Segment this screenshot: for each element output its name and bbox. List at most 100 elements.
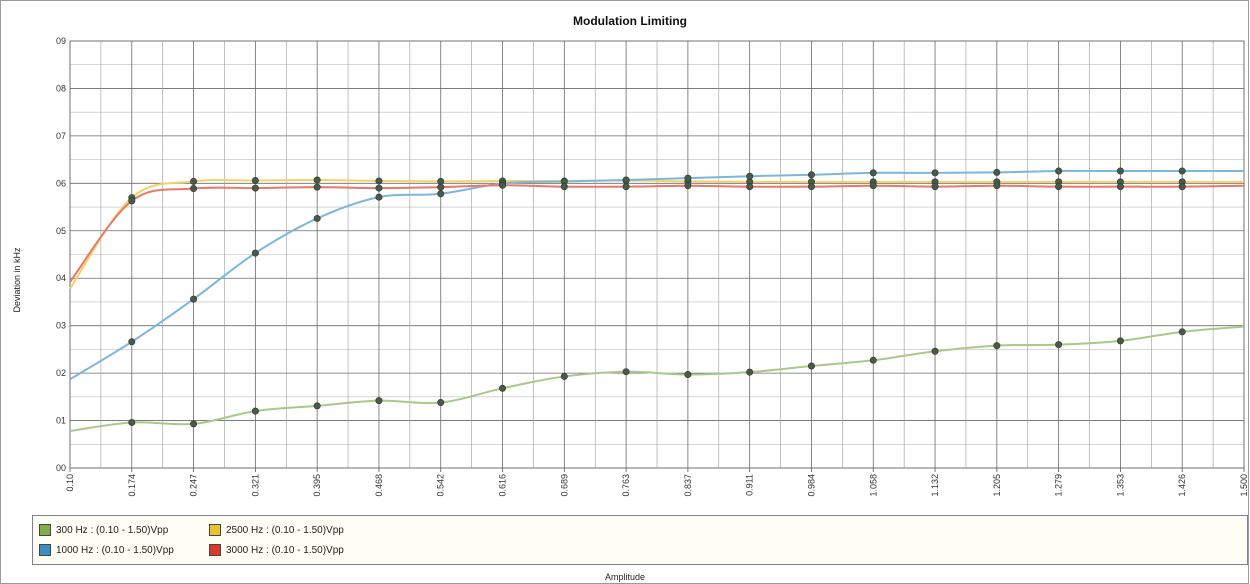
legend-swatch-2500hz bbox=[209, 524, 221, 536]
x-tick-label: 0.837 bbox=[683, 474, 693, 497]
legend-item-3000hz[interactable]: 3000 Hz : (0.10 - 1.50)Vpp bbox=[209, 542, 344, 558]
data-point-3000hz[interactable] bbox=[807, 183, 815, 191]
data-point-2500hz[interactable] bbox=[313, 176, 321, 184]
data-point-300hz[interactable] bbox=[931, 347, 939, 355]
data-point-1000hz[interactable] bbox=[1055, 167, 1063, 175]
data-point-300hz[interactable] bbox=[622, 368, 630, 376]
y-tick-label: 02 bbox=[56, 368, 66, 378]
data-point-3000hz[interactable] bbox=[128, 197, 136, 205]
y-tick-label: 05 bbox=[56, 226, 66, 236]
data-point-2500hz[interactable] bbox=[190, 177, 198, 185]
data-point-3000hz[interactable] bbox=[684, 182, 692, 190]
legend-label-1000hz: 1000 Hz : (0.10 - 1.50)Vpp bbox=[56, 544, 174, 556]
x-tick-label: 0.174 bbox=[127, 474, 137, 497]
data-point-3000hz[interactable] bbox=[313, 183, 321, 191]
data-point-300hz[interactable] bbox=[746, 368, 754, 376]
data-point-3000hz[interactable] bbox=[251, 184, 259, 192]
data-point-300hz[interactable] bbox=[190, 420, 198, 428]
x-tick-label: 1.058 bbox=[868, 474, 878, 497]
x-tick-label: 0.10 bbox=[65, 474, 75, 492]
legend-item-300hz[interactable]: 300 Hz : (0.10 - 1.50)Vpp bbox=[39, 522, 168, 538]
data-point-1000hz[interactable] bbox=[251, 249, 259, 257]
y-tick-label: 07 bbox=[56, 131, 66, 141]
legend-label-3000hz: 3000 Hz : (0.10 - 1.50)Vpp bbox=[226, 544, 344, 556]
data-point-300hz[interactable] bbox=[499, 384, 507, 392]
data-point-3000hz[interactable] bbox=[437, 183, 445, 191]
data-point-2500hz[interactable] bbox=[251, 176, 259, 184]
data-point-1000hz[interactable] bbox=[622, 176, 630, 184]
x-tick-label: 0.689 bbox=[559, 474, 569, 497]
data-point-300hz[interactable] bbox=[1055, 341, 1063, 349]
data-point-3000hz[interactable] bbox=[375, 184, 383, 192]
series-line-3000hz bbox=[69, 184, 1245, 283]
x-tick-label: 0.321 bbox=[250, 474, 260, 497]
data-point-300hz[interactable] bbox=[251, 407, 259, 415]
x-tick-label: 1.426 bbox=[1177, 474, 1187, 497]
data-point-300hz[interactable] bbox=[375, 397, 383, 405]
grid bbox=[69, 40, 1245, 469]
y-tick-label: 03 bbox=[56, 321, 66, 331]
data-point-300hz[interactable] bbox=[560, 372, 568, 380]
chart-title: Modulation Limiting bbox=[573, 14, 687, 28]
data-point-300hz[interactable] bbox=[993, 342, 1001, 350]
series-line-2500hz bbox=[69, 178, 1244, 290]
x-tick-label: 1.132 bbox=[930, 474, 940, 497]
data-point-1000hz[interactable] bbox=[1116, 167, 1124, 175]
data-point-3000hz[interactable] bbox=[746, 183, 754, 191]
data-point-300hz[interactable] bbox=[1178, 328, 1186, 336]
y-tick-label: 09 bbox=[56, 36, 66, 46]
x-tick-label: 0.763 bbox=[621, 474, 631, 497]
data-point-3000hz[interactable] bbox=[1116, 183, 1124, 191]
data-point-300hz[interactable] bbox=[807, 362, 815, 370]
x-tick-label: 0.395 bbox=[312, 474, 322, 497]
y-tick-label: 06 bbox=[56, 178, 66, 188]
y-tick-label: 04 bbox=[56, 273, 66, 283]
data-point-1000hz[interactable] bbox=[931, 169, 939, 177]
data-point-1000hz[interactable] bbox=[869, 169, 877, 177]
x-tick-label: 1.279 bbox=[1054, 474, 1064, 497]
data-point-300hz[interactable] bbox=[1116, 337, 1124, 345]
data-point-1000hz[interactable] bbox=[375, 193, 383, 201]
data-point-300hz[interactable] bbox=[128, 418, 136, 426]
x-tick-label: 0.911 bbox=[745, 474, 755, 496]
data-point-3000hz[interactable] bbox=[1178, 183, 1186, 191]
legend-swatch-300hz bbox=[39, 524, 51, 536]
data-point-3000hz[interactable] bbox=[622, 183, 630, 191]
data-point-3000hz[interactable] bbox=[190, 185, 198, 193]
data-point-300hz[interactable] bbox=[869, 356, 877, 364]
x-tick-label: 0.542 bbox=[436, 474, 446, 497]
legend-item-2500hz[interactable]: 2500 Hz : (0.10 - 1.50)Vpp bbox=[209, 522, 344, 538]
data-point-300hz[interactable] bbox=[313, 402, 321, 410]
x-tick-label: 1.353 bbox=[1115, 474, 1125, 497]
series bbox=[69, 167, 1245, 432]
data-point-1000hz[interactable] bbox=[746, 172, 754, 180]
data-point-1000hz[interactable] bbox=[313, 214, 321, 222]
x-tick-label: 0.984 bbox=[806, 474, 816, 497]
data-point-1000hz[interactable] bbox=[128, 338, 136, 346]
legend: 300 Hz : (0.10 - 1.50)Vpp 1000 Hz : (0.1… bbox=[32, 515, 1248, 565]
data-point-3000hz[interactable] bbox=[1055, 183, 1063, 191]
x-tick-label: 0.468 bbox=[374, 474, 384, 497]
data-point-1000hz[interactable] bbox=[437, 190, 445, 198]
data-point-2500hz[interactable] bbox=[375, 177, 383, 185]
data-point-3000hz[interactable] bbox=[869, 182, 877, 190]
data-point-1000hz[interactable] bbox=[684, 174, 692, 182]
data-point-1000hz[interactable] bbox=[190, 295, 198, 303]
y-tick-label: 01 bbox=[56, 416, 66, 426]
data-point-3000hz[interactable] bbox=[499, 181, 507, 189]
legend-item-1000hz[interactable]: 1000 Hz : (0.10 - 1.50)Vpp bbox=[39, 542, 174, 558]
data-point-1000hz[interactable] bbox=[807, 171, 815, 179]
legend-label-300hz: 300 Hz : (0.10 - 1.50)Vpp bbox=[56, 524, 169, 536]
y-axis-label: Deviation in kHz bbox=[12, 247, 22, 313]
y-tick-label: 00 bbox=[56, 463, 66, 473]
axes: 00 01 02 03 04 05 06 07 08 09 0.10 0.174 0.247 0.321 0… bbox=[56, 36, 1249, 497]
data-point-3000hz[interactable] bbox=[560, 183, 568, 191]
data-point-300hz[interactable] bbox=[684, 371, 692, 379]
data-point-3000hz[interactable] bbox=[931, 183, 939, 191]
data-point-3000hz[interactable] bbox=[993, 182, 1001, 190]
y-tick-label: 08 bbox=[56, 83, 66, 93]
data-point-300hz[interactable] bbox=[437, 399, 445, 407]
data-point-1000hz[interactable] bbox=[1178, 167, 1186, 175]
data-point-1000hz[interactable] bbox=[993, 168, 1001, 176]
